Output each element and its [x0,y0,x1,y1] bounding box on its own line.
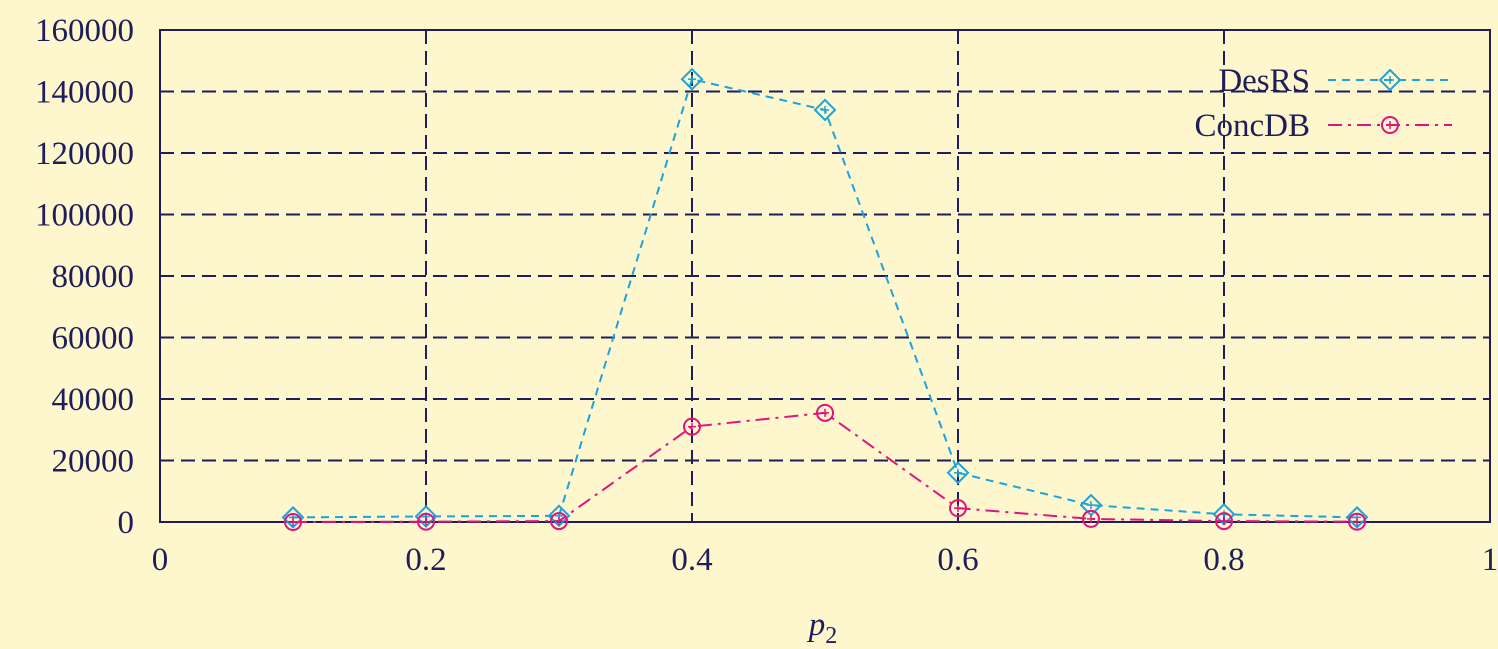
series-concdb-point [949,499,967,518]
legend: DesRS ConcDB [1195,63,1452,144]
series-line-concdb [292,411,1358,523]
x-tick-label: 1 [1482,542,1498,578]
y-tick-label: 140000 [35,75,134,111]
y-axis-ticks: 0 20000 40000 60000 80000 100000 120000 140000 1… [35,13,134,541]
series-concdb-point [550,512,568,531]
series-concdb-point [816,403,834,422]
series-desrs-point [946,461,970,485]
y-tick-label: 120000 [35,136,134,172]
series-desrs-point [414,505,438,528]
y-tick-label: 20000 [52,444,135,480]
plot-frame [159,29,1491,523]
series-desrs-point [281,505,305,529]
series-concdb-point [683,417,701,436]
x-tick-label: 0.4 [671,542,712,578]
series-desrs-point [547,504,571,528]
legend-item-concdb: ConcDB [1195,108,1452,144]
x-tick-label: 0.2 [405,542,446,578]
x-axis-ticks: 0 0.2 0.4 0.6 0.8 1 [152,542,1498,578]
y-tick-label: 100000 [35,198,134,234]
legend-concdb-point [1381,116,1399,134]
y-tick-label: 160000 [35,13,134,49]
series-layer [281,67,1369,531]
series-concdb-point [1348,512,1366,531]
x-tick-label: 0.8 [1203,542,1244,578]
series-desrs-point [813,98,837,122]
grid [160,30,1490,522]
series-concdb-point [1082,509,1100,528]
series-line-desrs [292,78,1358,519]
legend-label-concdb: ConcDB [1195,108,1311,144]
series-desrs-point [1345,505,1369,529]
series-concdb-point [1215,512,1233,531]
y-tick-label: 80000 [52,259,135,295]
x-axis-label: p2 [807,607,838,649]
legend-desrs-point [1378,68,1402,92]
series-concdb [284,403,1366,531]
series-concdb-point [284,513,302,531]
y-tick-label: 0 [118,505,135,541]
legend-item-desrs: DesRS [1218,63,1452,99]
legend-label-desrs: DesRS [1218,63,1310,99]
y-tick-label: 60000 [52,321,135,357]
x-axis-label-main: p [807,607,826,643]
y-tick-label: 40000 [52,382,135,418]
x-tick-label: 0 [152,542,169,578]
series-concdb-point [417,512,435,531]
series-desrs-point [680,67,704,91]
x-tick-label: 0.6 [937,542,978,578]
x-axis-label-subscript: 2 [825,623,837,649]
